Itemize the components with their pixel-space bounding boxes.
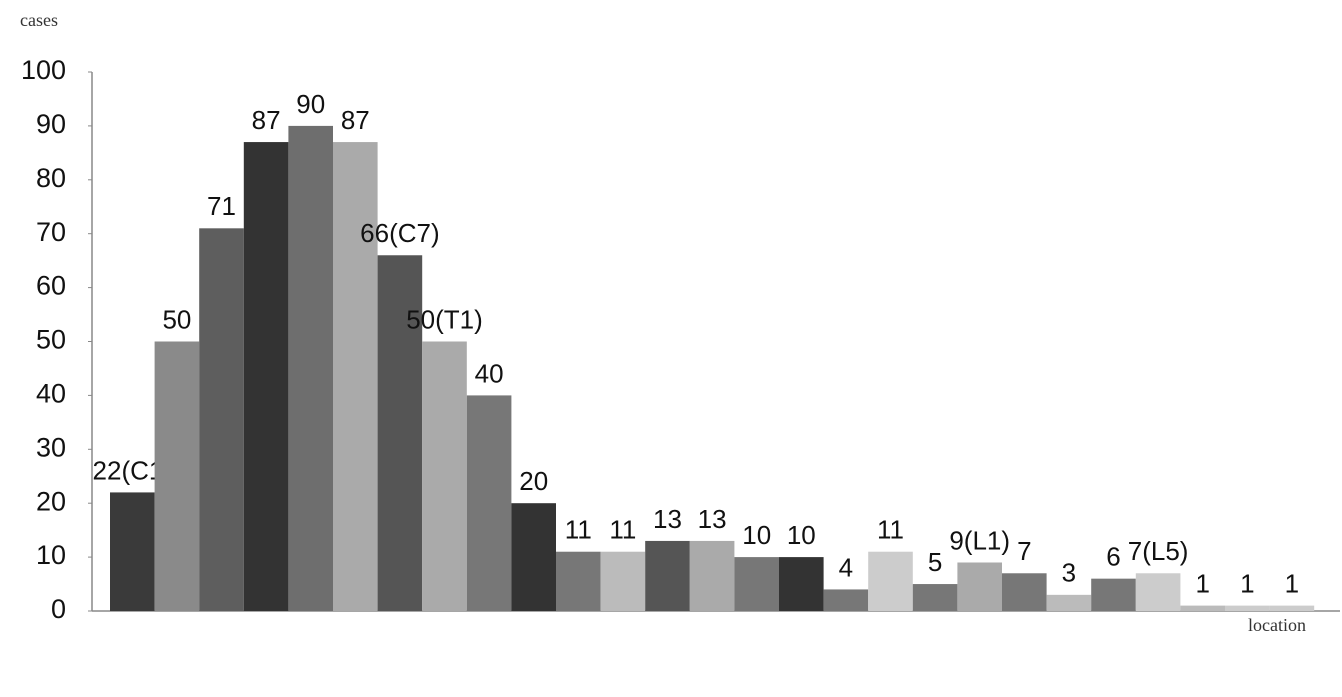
data-label: 87 — [341, 105, 370, 135]
bar — [734, 557, 779, 611]
data-label: 6 — [1106, 542, 1120, 572]
x-axis-title: location — [1248, 615, 1306, 635]
bar — [110, 492, 155, 611]
data-label: 13 — [653, 504, 682, 534]
data-label: 40 — [475, 358, 504, 388]
data-label: 11 — [565, 515, 592, 545]
bar — [288, 126, 333, 611]
y-tick-label: 0 — [51, 594, 66, 624]
data-label: 10 — [742, 520, 771, 550]
y-tick-label: 100 — [21, 55, 66, 85]
data-label: 13 — [698, 504, 727, 534]
data-label: 90 — [296, 89, 325, 119]
bar — [779, 557, 824, 611]
data-label: 10 — [787, 520, 816, 550]
chart: cases location 010203040506070809010022(… — [0, 0, 1342, 697]
y-tick-label: 70 — [36, 217, 66, 247]
bar — [422, 342, 467, 612]
y-tick-label: 60 — [36, 271, 66, 301]
data-label: 9(L1) — [949, 525, 1010, 555]
data-label: 7 — [1017, 536, 1031, 566]
bar — [556, 552, 601, 611]
bar — [1270, 606, 1315, 611]
bar — [690, 541, 735, 611]
data-label: 71 — [207, 191, 236, 221]
data-label: 11 — [609, 515, 636, 545]
data-label: 3 — [1062, 558, 1076, 588]
bar — [1002, 573, 1047, 611]
bar — [868, 552, 913, 611]
bar — [1091, 579, 1136, 611]
data-label: 1 — [1240, 568, 1254, 598]
data-label: 11 — [877, 515, 904, 545]
bar — [601, 552, 646, 611]
bar — [333, 142, 378, 611]
data-label: 7(L5) — [1128, 536, 1189, 566]
bar — [1136, 573, 1181, 611]
bar — [244, 142, 289, 611]
data-label: 1 — [1285, 568, 1299, 598]
y-tick-label: 90 — [36, 109, 66, 139]
bar — [1225, 606, 1270, 611]
bar — [645, 541, 690, 611]
data-label: 20 — [519, 466, 548, 496]
bar — [467, 395, 512, 611]
y-tick-label: 20 — [36, 486, 66, 516]
bar — [1180, 606, 1225, 611]
y-tick-label: 50 — [36, 325, 66, 355]
data-label: 87 — [252, 105, 281, 135]
y-axis-title: cases — [20, 10, 58, 30]
bar — [199, 228, 244, 611]
bar — [824, 589, 869, 611]
bar — [155, 342, 200, 612]
data-label: 50(T1) — [406, 304, 483, 334]
y-tick-label: 10 — [36, 540, 66, 570]
data-label: 4 — [839, 552, 853, 582]
data-label: 5 — [928, 547, 942, 577]
data-label: 66(C7) — [360, 218, 439, 248]
bar — [511, 503, 556, 611]
bar — [957, 562, 1002, 611]
bar — [1047, 595, 1092, 611]
bar — [913, 584, 958, 611]
data-label: 50 — [162, 304, 191, 334]
y-tick-label: 40 — [36, 379, 66, 409]
data-label: 1 — [1195, 568, 1209, 598]
y-tick-label: 80 — [36, 163, 66, 193]
y-tick-label: 30 — [36, 432, 66, 462]
